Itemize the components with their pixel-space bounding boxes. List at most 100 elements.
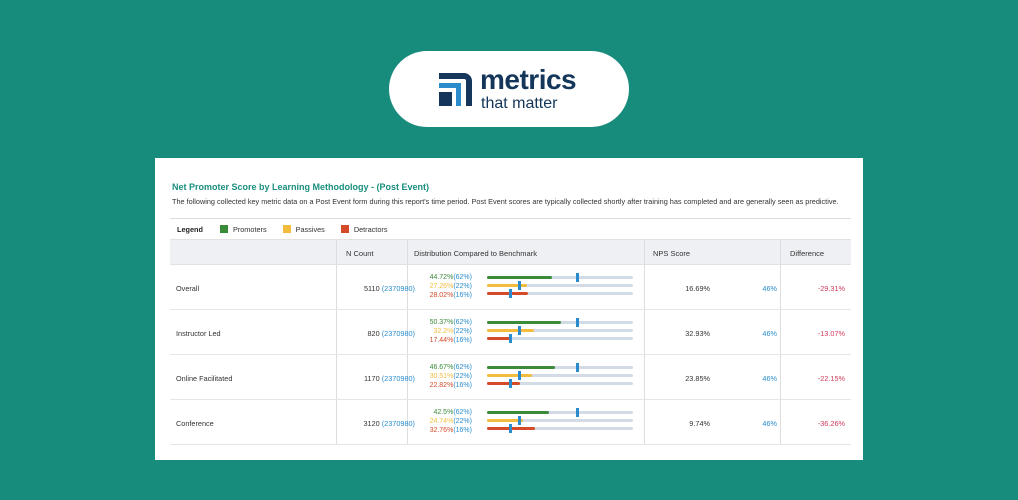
passives-benchmark-marker [517, 371, 521, 380]
table-row: Online Facilitated 1170 (2370980) 46.67%(6… [170, 355, 851, 400]
passives-bar [487, 374, 532, 377]
promoters-value-line: 44.72%(62%) [408, 273, 472, 282]
n-value: 1170 [363, 374, 380, 383]
distribution-values: 46.67%(62%) 30.51%(22%) 22.82%(16%) [408, 363, 472, 390]
n-benchmark: (2370980) [381, 374, 415, 383]
detractors-bar-track [487, 334, 633, 343]
promoters-bar [487, 321, 561, 324]
distribution-values: 42.5%(62%) 24.74%(22%) 32.76%(16%) [408, 408, 472, 435]
table-header: N Count Distribution Compared to Benchma… [170, 239, 851, 265]
legend: Legend Promoters Passives Detractors [170, 218, 851, 239]
passives-value-line: 24.74%(22%) [408, 417, 472, 426]
detractors-benchmark: (16%) [453, 337, 472, 344]
passives-pct: 32.2% [433, 328, 454, 335]
legend-item-detractors: Detractors [340, 225, 387, 234]
detractors-benchmark-marker [508, 379, 512, 388]
promoters-benchmark: (62%) [453, 319, 472, 326]
table-body: Overall 5110 (2370980) 44.72%(62%) 27.26%(2… [170, 265, 851, 445]
distribution-bars [487, 363, 635, 390]
n-benchmark: (2370980) [381, 419, 415, 428]
table-row: Instructor Led 820 (2370980) 50.37%(62%) 32… [170, 310, 851, 355]
passives-pct: 30.51% [429, 373, 454, 380]
promoters-bar [487, 366, 556, 369]
row-name: Conference [176, 419, 214, 428]
legend-label: Legend [177, 224, 203, 234]
passives-benchmark-marker [517, 281, 521, 290]
n-value: 820 [367, 329, 380, 338]
legend-item-promoters: Promoters [219, 224, 267, 234]
table-row: Conference 3120 (2370980) 42.5%(62%) 24.74%… [170, 400, 851, 445]
header-nps-score[interactable]: NPS Score [653, 249, 691, 258]
promoters-bar-track [487, 363, 633, 372]
nps-score: 16.69% [685, 284, 710, 293]
benchmark-nps: 46% [762, 284, 777, 293]
promoters-bar [487, 276, 553, 279]
passives-bar-track [487, 416, 633, 425]
detractors-pct: 32.76% [429, 427, 454, 434]
n-benchmark: (2370980) [381, 284, 415, 293]
difference: -22.15% [817, 374, 845, 383]
legend-item-label: Promoters [232, 224, 267, 234]
n-benchmark: (2370980) [381, 329, 415, 338]
legend-item-passives: Passives [282, 225, 325, 234]
benchmark-nps: 46% [762, 374, 777, 383]
promoters-bar [487, 411, 550, 414]
passives-bar-track [487, 371, 633, 380]
promoters-value-line: 42.5%(62%) [408, 408, 472, 417]
row-name: Online Facilitated [176, 374, 233, 383]
detractors-benchmark-marker [508, 289, 512, 298]
benchmark-nps: 46% [762, 419, 777, 428]
promoters-benchmark: (62%) [453, 274, 472, 281]
promoters-benchmark: (62%) [453, 409, 472, 416]
detractors-swatch [340, 225, 349, 233]
passives-bar [487, 419, 524, 422]
passives-benchmark: (22%) [453, 373, 472, 380]
passives-pct: 27.26% [429, 283, 454, 290]
header-difference[interactable]: Difference [790, 249, 825, 258]
promoters-benchmark-marker [576, 318, 580, 327]
passives-bar [487, 329, 534, 332]
detractors-value-line: 28.02%(16%) [408, 291, 472, 300]
nps-table: N Count Distribution Compared to Benchma… [170, 239, 851, 445]
brand-name: metrics [480, 64, 577, 95]
detractors-pct: 22.82% [429, 382, 454, 389]
passives-value-line: 32.2%(22%) [408, 327, 472, 336]
detractors-pct: 28.02% [429, 292, 454, 299]
nps-score: 9.74% [689, 419, 710, 428]
detractors-benchmark: (16%) [453, 382, 472, 389]
n-count: 3120 (2370980) [363, 419, 415, 428]
n-value: 5110 [363, 284, 380, 293]
promoters-benchmark-marker [576, 273, 580, 282]
promoters-swatch [219, 225, 228, 233]
promoters-benchmark: (62%) [453, 364, 472, 371]
distribution-bars [487, 273, 635, 300]
passives-benchmark: (22%) [453, 328, 472, 335]
distribution-bars [487, 318, 635, 345]
detractors-benchmark-marker [508, 334, 512, 343]
detractors-bar [487, 337, 513, 340]
promoters-bar-track [487, 273, 633, 282]
detractors-benchmark: (16%) [453, 427, 472, 434]
row-name: Overall [176, 284, 200, 293]
detractors-benchmark-marker [508, 424, 512, 433]
distribution-values: 44.72%(62%) 27.26%(22%) 28.02%(16%) [408, 273, 472, 300]
brand-logo: metrics that matter [389, 51, 629, 127]
detractors-bar-track [487, 379, 633, 388]
passives-value-line: 27.26%(22%) [408, 282, 472, 291]
metrics-logo-icon [439, 73, 472, 106]
passives-bar [487, 284, 527, 287]
promoters-pct: 44.72% [429, 274, 454, 281]
header-distribution[interactable]: Distribution Compared to Benchmark [414, 249, 537, 258]
brand-tagline: that matter [481, 95, 558, 112]
detractors-value-line: 32.76%(16%) [408, 426, 472, 435]
nps-score: 23.85% [685, 374, 710, 383]
n-count: 5110 (2370980) [364, 284, 415, 293]
difference: -36.26% [817, 419, 845, 428]
passives-benchmark: (22%) [453, 283, 472, 290]
distribution-bars [487, 408, 635, 435]
distribution-values: 50.37%(62%) 32.2%(22%) 17.44%(16%) [408, 318, 472, 345]
detractors-value-line: 17.44%(16%) [408, 336, 472, 345]
header-n-count[interactable]: N Count [346, 249, 374, 258]
detractors-value-line: 22.82%(16%) [408, 381, 472, 390]
detractors-bar-track [487, 289, 633, 298]
